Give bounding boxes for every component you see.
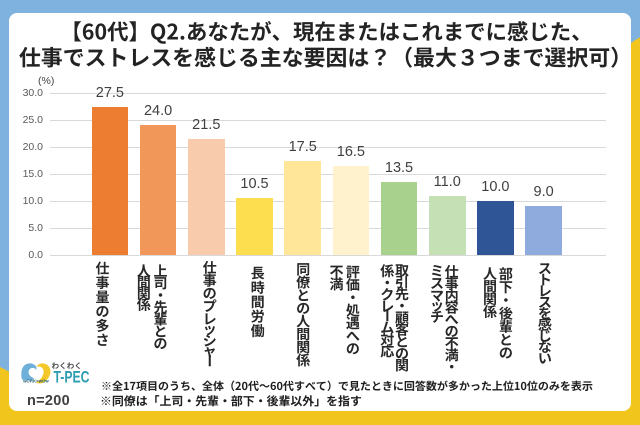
- svg-text:wORK×wOw: wORK×wOw: [22, 378, 49, 383]
- svg-text:T-PEC: T-PEC: [54, 369, 90, 387]
